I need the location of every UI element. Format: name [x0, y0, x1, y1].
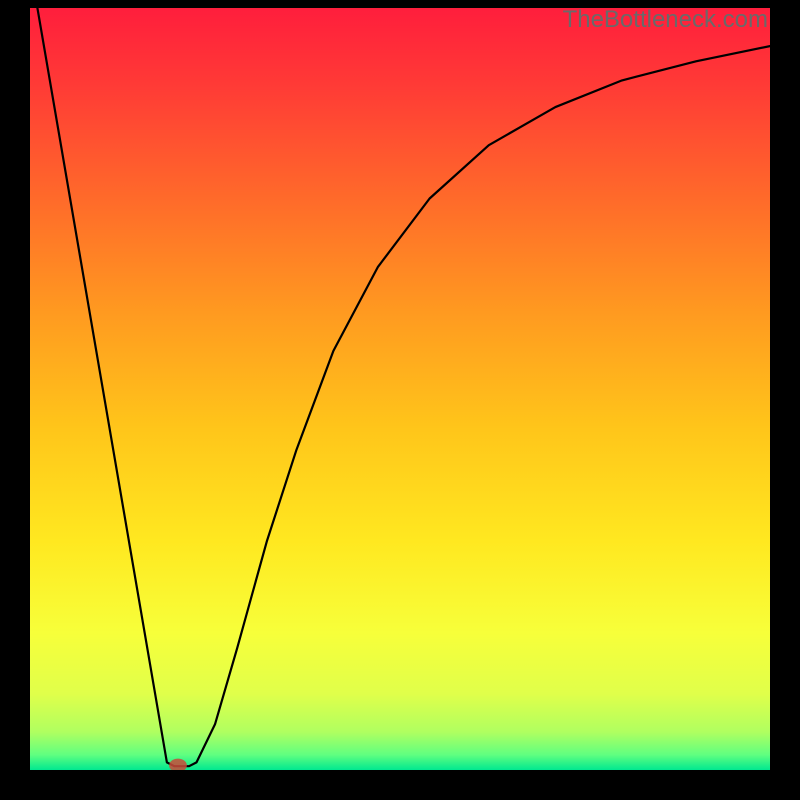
plot-area: [30, 8, 770, 770]
gradient-background: [30, 8, 770, 770]
chart-frame: TheBottleneck.com: [0, 0, 800, 800]
watermark-text: TheBottleneck.com: [563, 6, 768, 34]
bottleneck-curve-chart: [30, 8, 770, 770]
